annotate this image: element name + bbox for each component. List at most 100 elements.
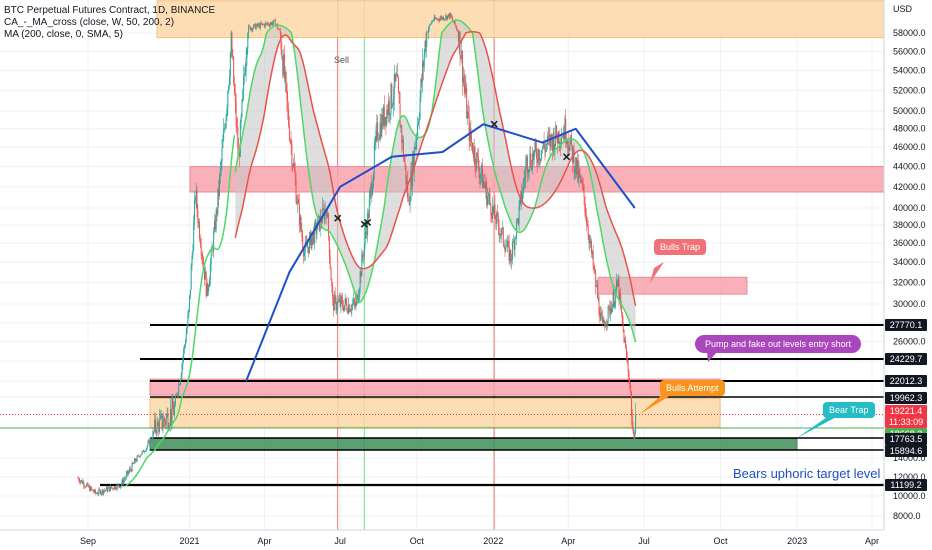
candle-body [450, 13, 452, 17]
candle-body [157, 422, 159, 426]
x-tick-label: Apr [257, 536, 272, 546]
candle-body [244, 72, 246, 75]
candle-body [190, 265, 192, 290]
bears-target-label: Bears uphoric target level [733, 466, 881, 481]
candle-body [484, 184, 486, 189]
bear-trap-pointer [797, 415, 840, 438]
candle-body [343, 306, 345, 311]
candle-body [148, 440, 150, 443]
chart-title: BTC Perpetual Futures Contract, 1D, BINA… [4, 5, 216, 16]
cross-marker [490, 120, 498, 128]
x-tick-label: Apr [864, 536, 880, 546]
candle-body [491, 206, 493, 219]
candle-body [79, 480, 81, 483]
candle-body [192, 250, 194, 256]
candle-body [612, 291, 614, 305]
candle-body [385, 117, 387, 125]
candle-body [461, 50, 463, 59]
candle-body [357, 296, 359, 303]
candle-body [348, 304, 350, 312]
candle-body [128, 471, 130, 474]
countdown-tag: 11:33:09 [885, 416, 927, 428]
candle-body [362, 254, 364, 257]
candle-body [139, 456, 141, 457]
candle-body [372, 173, 374, 187]
candle-body [628, 372, 630, 382]
candle-body [299, 217, 301, 226]
candle-body [189, 295, 191, 310]
candle-body [218, 188, 220, 196]
level-tag-15894: 15894.6 [885, 445, 927, 457]
candle-body [517, 218, 519, 224]
candle-body [277, 24, 279, 29]
candle-body [234, 93, 236, 103]
bulls-trap-zone [597, 276, 748, 295]
candle-body [221, 147, 223, 162]
candle-body [338, 301, 340, 302]
candle-body [339, 299, 341, 307]
y-tick-label: 26000.0 [893, 336, 926, 346]
candle-body [599, 313, 601, 321]
candle-body [556, 125, 558, 138]
candle-body [422, 61, 424, 67]
candle-body [580, 175, 582, 183]
candle-body [348, 304, 350, 314]
y-tick-label: 40000.0 [893, 203, 926, 213]
candle-body [358, 289, 360, 297]
candle-body [225, 115, 227, 128]
candle-body [125, 473, 127, 478]
candle-body [169, 426, 171, 429]
candle-body [397, 73, 399, 78]
level-tag-19962: 19962.3 [885, 392, 927, 404]
candle-body [435, 18, 437, 20]
candle-body [630, 385, 632, 392]
candle-body [161, 413, 163, 430]
candle-body [414, 147, 416, 150]
candle-body [498, 226, 500, 236]
candle-body [167, 413, 169, 430]
candle-body [401, 126, 403, 143]
candle-body [412, 154, 414, 172]
candle-body [115, 488, 117, 490]
candle-body [382, 114, 384, 127]
candle-body [506, 240, 508, 247]
candle-body [394, 74, 396, 81]
candle-body [114, 486, 116, 490]
candle-body [386, 109, 388, 125]
candle-body [174, 396, 176, 406]
candle-body [194, 199, 196, 222]
candle-body [586, 216, 588, 224]
candle-body [109, 486, 111, 491]
candle-body [89, 486, 91, 491]
candle-body [336, 308, 338, 311]
bulls-trap-bubble: Bulls Trap [654, 239, 707, 255]
candle-body [184, 345, 186, 349]
candle-body [227, 91, 229, 108]
pump-pointer [707, 352, 717, 362]
candle-body [287, 100, 289, 110]
candle-body [268, 23, 270, 26]
candle-body [475, 163, 477, 170]
candle-body [110, 486, 112, 489]
candle-body [175, 394, 177, 397]
candle-body [468, 114, 470, 141]
candle-body [302, 236, 304, 249]
candle-body [633, 433, 635, 439]
candle-body [360, 271, 362, 277]
candle-body [352, 299, 354, 305]
candle-body [553, 133, 555, 152]
candle-body [576, 157, 578, 175]
candle-body [290, 140, 292, 145]
candle-body [273, 19, 275, 21]
candle-body [327, 213, 329, 218]
candle-body [458, 31, 460, 42]
candle-body [604, 323, 606, 328]
candle-body [581, 180, 583, 186]
candle-body [118, 484, 120, 487]
candle-body [176, 394, 178, 396]
candle-body [551, 139, 553, 152]
y-tick-label: 36000.0 [893, 238, 926, 248]
candle-body [546, 143, 548, 146]
candle-body [134, 458, 136, 462]
